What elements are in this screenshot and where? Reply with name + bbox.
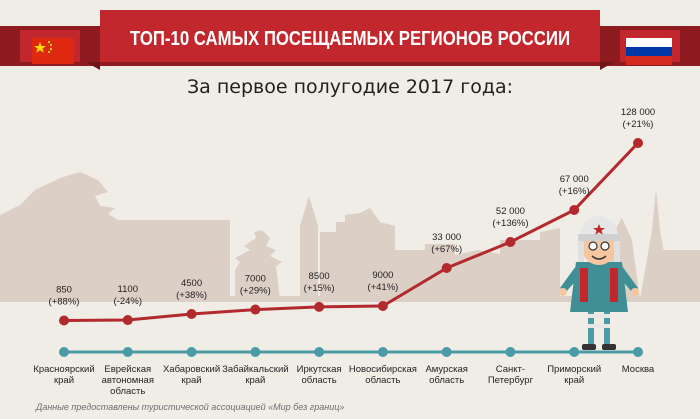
change-label: (+41%) — [367, 282, 398, 293]
category-label: Амурская — [425, 364, 467, 375]
axis-tick-dot — [377, 347, 388, 357]
category-label: край — [245, 375, 265, 386]
category-label: край — [564, 375, 584, 386]
value-label: 4500 — [181, 278, 202, 289]
data-point — [505, 237, 516, 247]
category-label: Приморский — [547, 364, 601, 375]
category-label: край — [182, 375, 202, 386]
data-point — [633, 138, 643, 148]
value-label: 67 000 — [560, 174, 589, 185]
change-label: (-24%) — [114, 296, 143, 307]
category-label: Хабаровский — [163, 364, 220, 375]
value-label: 850 — [56, 284, 72, 295]
data-point — [59, 315, 69, 326]
category-label: Санкт- — [496, 364, 525, 375]
change-label: (+16%) — [559, 186, 590, 197]
change-label: (+29%) — [240, 286, 271, 297]
title-banner-main — [100, 10, 600, 62]
category-label: Новосибирская — [349, 364, 417, 375]
change-label: (+88%) — [49, 296, 80, 307]
data-point — [441, 263, 452, 273]
china-flag-icon — [32, 38, 74, 64]
category-label: край — [54, 375, 74, 386]
data-point — [250, 304, 261, 315]
data-point — [569, 205, 580, 215]
axis-tick-dot — [569, 347, 580, 357]
axis-tick-dot — [441, 347, 452, 357]
value-label: 9000 — [372, 270, 393, 281]
category-label: Красноярский — [33, 364, 94, 375]
value-label: 1100 — [118, 284, 138, 295]
value-label: 8500 — [309, 271, 330, 282]
data-series-line — [63, 141, 640, 322]
category-label: Иркутская — [297, 364, 342, 375]
axis-tick-dot — [59, 347, 69, 357]
category-label: область — [365, 375, 400, 386]
value-label: 7000 — [245, 274, 266, 285]
category-label: Петербург — [488, 375, 534, 386]
value-label: 52 000 — [496, 206, 525, 217]
category-label: Еврейская — [104, 364, 151, 375]
page-title: ТОП-10 САМЫХ ПОСЕЩАЕМЫХ РЕГИОНОВ РОССИИ — [130, 28, 570, 50]
axis-tick-dot — [314, 347, 325, 357]
data-point — [122, 315, 133, 326]
value-label: 33 000 — [432, 232, 461, 243]
russia-flag-icon — [626, 38, 672, 65]
source-note: Данные предоставлены туристической ассоц… — [35, 402, 344, 412]
change-label: (+15%) — [304, 283, 335, 294]
category-label: область — [429, 375, 464, 386]
change-label: (+38%) — [176, 290, 207, 301]
axis-tick-dot — [186, 347, 197, 357]
axis-tick-dot — [122, 347, 133, 357]
data-point — [377, 301, 388, 311]
change-label: (+136%) — [492, 218, 528, 229]
axis-tick-dot — [633, 347, 643, 357]
category-label: область — [302, 375, 337, 386]
tourist-character-icon — [559, 216, 639, 350]
axis-tick-dot — [250, 347, 261, 357]
value-label: 128 000 — [621, 107, 655, 118]
chart-subtitle: За первое полугодие 2017 года: — [187, 76, 513, 98]
category-label: область — [110, 386, 145, 397]
title-banner: ТОП-10 САМЫХ ПОСЕЩАЕМЫХ РЕГИОНОВ РОССИИ — [0, 10, 700, 70]
change-label: (+67%) — [431, 244, 462, 255]
category-label: Забайкальский — [222, 364, 289, 375]
axis-tick-dot — [505, 347, 516, 357]
change-label: (+21%) — [623, 119, 654, 130]
category-label: автономная — [102, 375, 154, 386]
data-point — [186, 309, 197, 319]
data-point — [314, 301, 325, 312]
category-label: Москва — [622, 364, 655, 375]
